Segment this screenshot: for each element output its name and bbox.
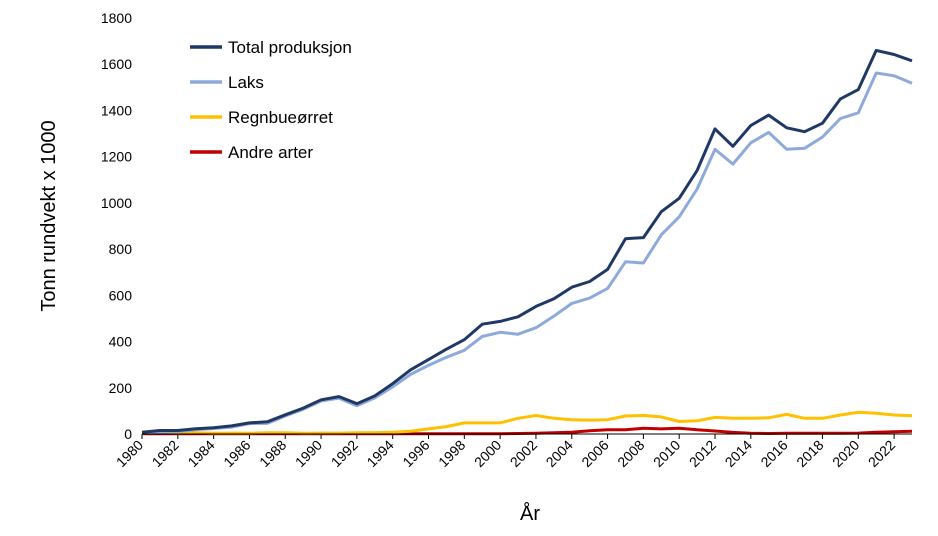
x-tick-label: 1996: [399, 437, 432, 470]
x-tick-label: 2000: [471, 437, 504, 470]
x-tick-label: 2006: [578, 437, 611, 470]
series-lines: [141, 48, 913, 436]
y-tick-label: 1600: [101, 56, 132, 72]
legend-label: Andre arter: [228, 143, 313, 162]
x-tick-label: 1986: [220, 437, 253, 470]
x-tick-label: 2016: [757, 437, 790, 470]
y-tick-label: 1400: [101, 102, 132, 118]
series-line-regnbue-rret: [141, 410, 913, 435]
y-tick-label: 800: [109, 241, 133, 257]
y-axis-ticks: 0 200 400 600 800 1000 1200 1400 1600 1800: [101, 10, 132, 442]
x-tick-label: 2012: [686, 437, 719, 470]
x-tick-label: 1998: [435, 437, 468, 470]
y-tick-label: 1000: [101, 195, 132, 211]
x-tick-label: 2004: [543, 437, 576, 470]
x-tick-label: 2002: [507, 437, 540, 470]
x-tick-label: 2018: [793, 437, 826, 470]
y-tick-label: 0: [124, 426, 132, 442]
y-tick-label: 200: [109, 380, 133, 396]
x-tick-label: 2008: [614, 437, 647, 470]
y-axis-title: Tonn rundvekt x 1000: [38, 120, 60, 311]
x-tick-label: 1992: [328, 437, 361, 470]
y-tick-label: 400: [109, 334, 133, 350]
series-line-laks: [141, 71, 913, 435]
x-tick-label: 1988: [256, 437, 289, 470]
series-line-total-produksjon: [141, 48, 913, 434]
legend-label: Total produksjon: [228, 38, 352, 57]
y-tick-label: 600: [109, 287, 133, 303]
x-tick-label: 1984: [184, 437, 217, 470]
x-tick-label: 2014: [722, 437, 755, 470]
x-axis-ticks: 1980 1982 1984 1986 1988 1990 1992 1994 1996 1998…: [113, 434, 898, 470]
legend-label: Laks: [228, 73, 264, 92]
x-tick-label: 2022: [865, 437, 898, 470]
legend: Total produksjon Laks Regnbueørret Andre ar…: [190, 38, 352, 162]
y-tick-label: 1800: [101, 10, 132, 26]
x-tick-label: 1982: [149, 437, 182, 470]
x-tick-label: 2020: [829, 437, 862, 470]
legend-label: Regnbueørret: [228, 108, 333, 127]
x-tick-label: 2010: [650, 437, 683, 470]
x-tick-label: 1990: [292, 437, 325, 470]
x-tick-label: 1980: [113, 437, 146, 470]
x-tick-label: 1994: [363, 437, 396, 470]
x-axis-title: År: [520, 502, 540, 525]
y-tick-label: 1200: [101, 149, 132, 165]
